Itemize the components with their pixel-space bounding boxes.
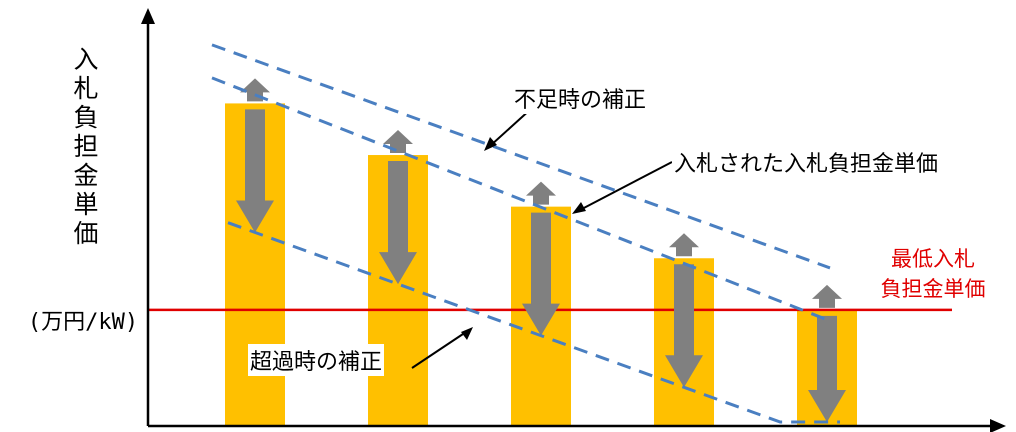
- down-arrow-2: [379, 161, 417, 285]
- down-arrow-1: [236, 109, 274, 233]
- x-axis-arrowhead: [990, 419, 1006, 432]
- minimum-price-label-line2: 負担金単価: [880, 277, 986, 301]
- minimum-price-label-line1: 最低入札: [891, 247, 975, 271]
- minimum-price-label: 最低入札 負担金単価: [858, 244, 1008, 304]
- y-axis-unit: (万円/kW): [27, 310, 139, 335]
- excess-correction-line: [227, 221, 840, 424]
- excess-correction-label: 超過時の補正: [248, 344, 385, 376]
- up-arrow-2: [383, 130, 413, 154]
- up-arrow-1: [240, 78, 270, 102]
- y-axis-label: 入札負担金単価: [70, 46, 99, 249]
- up-arrow-3: [526, 181, 556, 205]
- down-arrow-5: [808, 315, 846, 422]
- down-arrow-3: [522, 212, 560, 336]
- correction-lines-layer: [211, 43, 840, 424]
- excess-pointer: [411, 327, 473, 369]
- up-arrow-5: [812, 284, 842, 308]
- bid-price-pointer: [572, 161, 673, 214]
- shortage-pointer: [484, 107, 533, 151]
- shortage-correction-line: [211, 43, 831, 270]
- bid-price-trend-line: [211, 76, 833, 324]
- down-arrow-4: [665, 264, 703, 388]
- shortage-correction-label: 不足時の補正: [512, 82, 649, 114]
- arrows-layer: [236, 78, 846, 422]
- bid-price-label: 入札された入札負担金単価: [672, 146, 941, 178]
- y-axis-arrowhead: [141, 8, 155, 24]
- up-arrow-4: [669, 233, 699, 257]
